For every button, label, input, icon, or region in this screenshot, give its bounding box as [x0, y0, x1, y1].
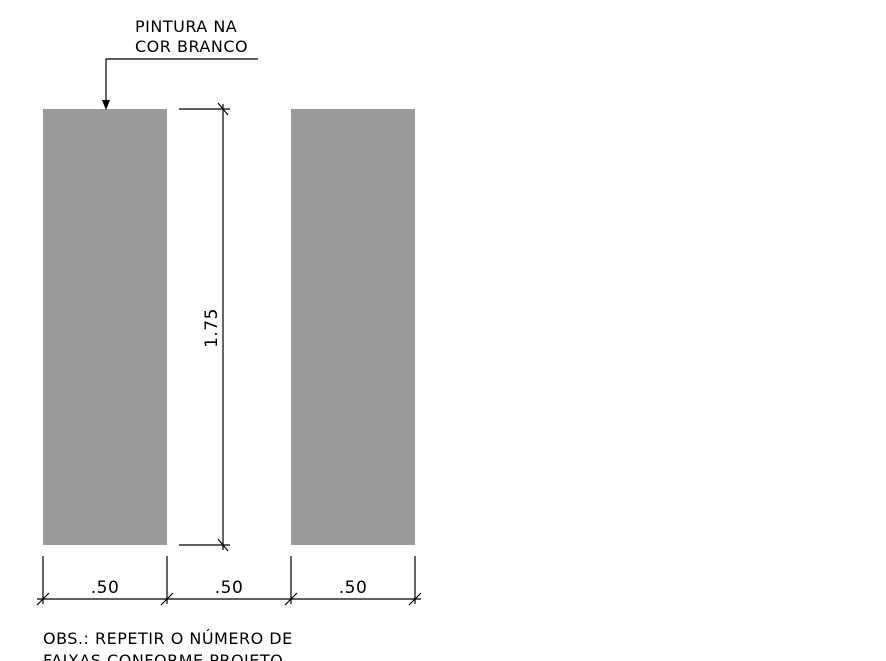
width-label-stripe-1: .50 [91, 578, 120, 598]
width-label-stripe-2: .50 [339, 578, 368, 598]
note-line-2: FAIXAS CONFORME PROJETO [43, 651, 283, 661]
note-line-1: OBS.: REPETIR O NÚMERO DE [43, 629, 293, 648]
leader-arrowhead [102, 100, 110, 110]
stripe-left [43, 109, 167, 545]
callout-text-line-1: PINTURA NA [135, 17, 237, 36]
callout-leader [102, 58, 258, 110]
stripe-right [291, 109, 415, 545]
width-label-gap: .50 [215, 578, 244, 598]
height-dimension [179, 102, 230, 552]
height-dimension-label: 1.75 [202, 308, 222, 348]
width-dimension-chain [36, 556, 422, 606]
callout-text-line-2: COR BRANCO [135, 37, 248, 56]
